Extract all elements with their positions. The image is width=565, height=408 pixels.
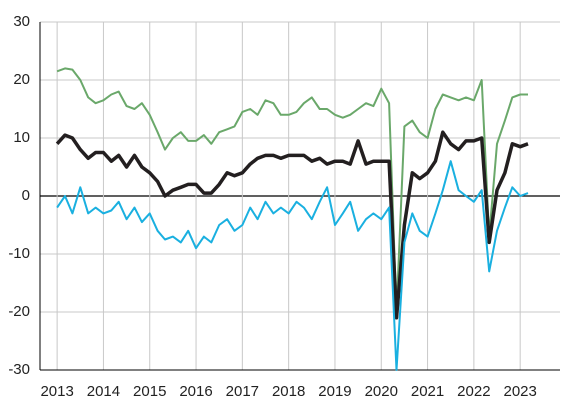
series-line bbox=[56, 160, 529, 371]
x-tick-label: 2023 bbox=[503, 383, 536, 400]
y-tick-label: 20 bbox=[13, 71, 30, 88]
x-tick-label: 2016 bbox=[179, 383, 212, 400]
y-tick-label: 0 bbox=[22, 187, 30, 204]
x-tick-label: 2020 bbox=[365, 383, 398, 400]
series-line bbox=[55, 130, 529, 320]
x-tick-label: 2021 bbox=[411, 383, 444, 400]
y-tick-label: -20 bbox=[8, 303, 30, 320]
x-tick-label: 2018 bbox=[272, 383, 305, 400]
series-line bbox=[56, 67, 528, 313]
x-tick-label: 2014 bbox=[87, 383, 120, 400]
x-tick-label: 2013 bbox=[40, 383, 73, 400]
y-tick-label: 30 bbox=[13, 13, 30, 30]
x-tick-label: 2017 bbox=[226, 383, 259, 400]
y-tick-label: -10 bbox=[8, 245, 30, 262]
x-tick-label: 2015 bbox=[133, 383, 166, 400]
y-tick-label: 10 bbox=[13, 129, 30, 146]
y-tick-label: -30 bbox=[8, 361, 30, 378]
x-tick-label: 2022 bbox=[457, 383, 490, 400]
x-tick-label: 2019 bbox=[318, 383, 351, 400]
